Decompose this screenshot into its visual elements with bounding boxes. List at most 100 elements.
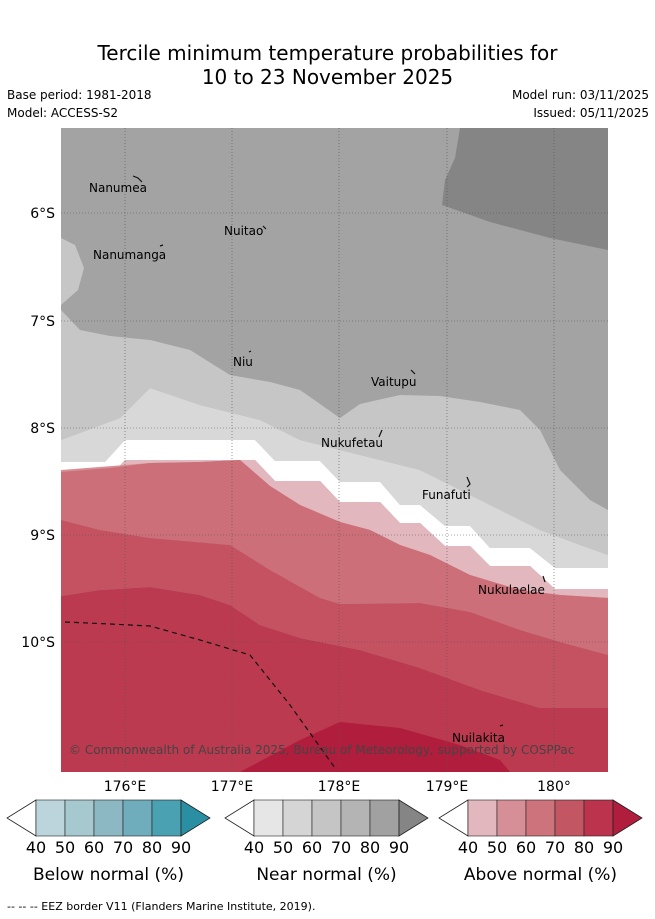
white-gap-band [61,440,608,589]
lat-label: 8°S [30,421,55,437]
colorbar-segment [467,799,498,837]
near-70-region [442,128,608,250]
colorbar-title: Below normal (%) [33,865,184,885]
lat-label: 9°S [30,528,55,544]
above-40-sliver [61,460,608,598]
lon-labels: 176°E 177°E 178°E 179°E 180° [104,779,571,795]
lon-label: 178°E [318,779,361,795]
colorbar-segment [282,799,313,837]
colorbar-title: Above normal (%) [464,865,617,885]
place-label: Funafuti [422,488,471,502]
base-period-text: Base period: 1981-2018 [7,88,152,102]
island-nanumea-shape [132,175,143,183]
copyright-text: © Commonwealth of Australia 2025, Bureau… [69,743,574,757]
place-label: Nanumea [89,181,147,195]
colorbar-segment [311,799,342,837]
place-label: Vaitupu [371,375,417,389]
issued-text: Issued: 05/11/2025 [533,106,649,120]
colorbar-extend-low [224,799,255,837]
colorbar-segment [151,799,182,837]
near-50-region-west [61,238,84,305]
colorbar-segment [64,799,95,837]
colorbar-tick-label: 80 [360,838,380,857]
colorbar-segment [496,799,527,837]
colorbar-tick-label: 60 [302,838,322,857]
island-nuitao-shape [262,225,267,230]
colorbar-tick-label: 40 [458,838,478,857]
lat-label: 6°S [30,206,55,222]
island-nuilakita-shape [499,724,504,727]
colorbar-tick-label: 40 [26,838,46,857]
above-80-region [61,587,608,772]
colorbar-extend-low [438,799,469,837]
near-40-region [61,388,608,570]
above-90-region [240,722,510,772]
near-50-region [61,310,608,555]
colorbar-extend-low [6,799,37,837]
colorbar-segment [35,799,66,837]
colorbar-tick-label: 40 [244,838,264,857]
page-title: Tercile minimum temperature probabilitie… [0,41,655,89]
place-label: Nukufetau [321,436,383,450]
colorbar-segment [554,799,585,837]
lat-label: 7°S [30,314,55,330]
colorbar-segment [340,799,371,837]
lon-label: 180° [537,779,571,795]
colorbar-tick-label: 50 [273,838,293,857]
model-text: Model: ACCESS-S2 [7,106,119,120]
colorbar-tick-label: 80 [142,838,162,857]
colorbar-tick-label: 50 [55,838,75,857]
place-label: Nuilakita [452,731,505,745]
colorbar-tick-label: 90 [389,838,409,857]
place-labels: Nanumea Nuitao Nanumanga Niu Vaitupu Nuk… [89,181,545,745]
island-funafuti-shape [466,476,471,488]
colorbar-tick-label: 60 [516,838,536,857]
colorbar-tick-label: 90 [171,838,191,857]
graticule [61,128,608,772]
island-niu-shape [248,350,252,353]
colorbar-tick-label: 70 [545,838,565,857]
colorbar-extend-high [398,799,429,837]
colorbar-segment [525,799,556,837]
colorbar-segment [369,799,400,837]
colorbar-segment [253,799,284,837]
islands [132,175,546,727]
model-run-text: Model run: 03/11/2025 [511,88,649,102]
colorbar-tick-label: 50 [487,838,507,857]
colorbar-extend-high [612,799,643,837]
colorbar-segment [583,799,614,837]
footer-eez-note: -- -- -- EEZ border V11 (Flanders Marine… [7,900,316,913]
colorbar-tick-label: 70 [331,838,351,857]
island-nukulaelae-shape [542,575,546,583]
title-line-2: 10 to 23 November 2025 [201,65,454,89]
lat-labels: 6°S 7°S 8°S 9°S 10°S [21,206,55,651]
colorbar-tick-label: 90 [603,838,623,857]
lon-label: 177°E [211,779,254,795]
colorbar-above: 40 50 60 70 80 90 Above normal (%) [438,799,643,885]
colorbar-title: Near normal (%) [256,865,396,885]
island-nanumanga-shape [159,244,164,247]
colorbars: 40 50 60 70 80 90 Below normal (%) 40 50 60 70 80 90… [6,799,643,885]
above-70-region [61,520,608,708]
map-fill-regions [61,128,608,772]
place-label: Nanumanga [93,248,166,262]
colorbar-near: 40 50 60 70 80 90 Near normal (%) [224,799,429,885]
colorbar-segment [122,799,153,837]
colorbar-segment [93,799,124,837]
lon-label: 179°E [426,779,469,795]
place-label: Niu [233,355,253,369]
lat-label: 10°S [21,635,55,651]
island-vaitupu-shape [410,369,416,375]
above-60-region [61,460,608,655]
island-nukufetau-shape [378,429,383,438]
title-line-1: Tercile minimum temperature probabilitie… [97,41,558,65]
place-label: Nukulaelae [478,583,545,597]
colorbar-tick-label: 70 [113,838,133,857]
eez-border [64,621,336,769]
place-label: Nuitao [224,224,263,238]
colorbar-tick-label: 80 [574,838,594,857]
colorbar-tick-label: 60 [84,838,104,857]
colorbar-extend-high [180,799,211,837]
lon-label: 176°E [104,779,147,795]
